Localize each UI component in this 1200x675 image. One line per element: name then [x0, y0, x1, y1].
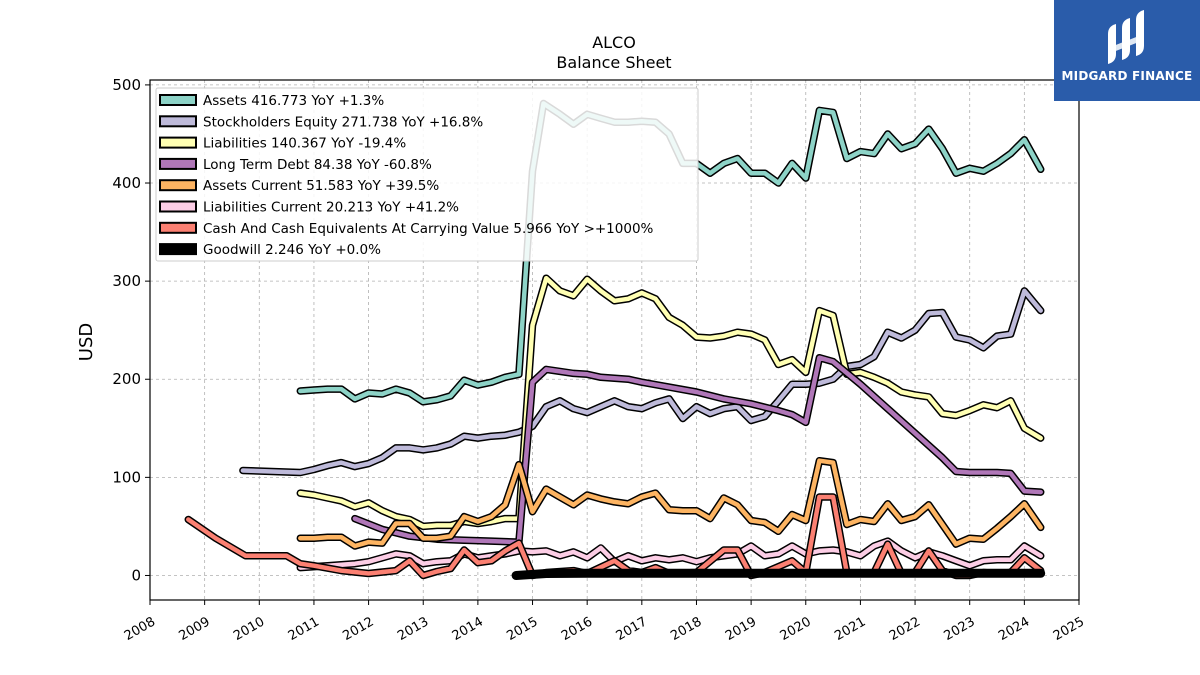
- x-tick-label: 2019: [723, 614, 759, 644]
- series-line: [298, 458, 1043, 549]
- x-tick-label: 2009: [176, 614, 212, 644]
- legend-entry: Cash And Cash Equivalents At Carrying Va…: [203, 221, 654, 237]
- x-tick-label: 2016: [559, 614, 595, 644]
- x-tick-label: 2014: [450, 614, 486, 644]
- x-tick-label: 2022: [887, 614, 923, 644]
- x-tick-label: 2023: [942, 614, 978, 644]
- x-tick-label: 2008: [122, 614, 158, 644]
- legend-box: [155, 87, 699, 262]
- plot-frame: [149, 79, 1080, 601]
- legend-entry: Liabilities Current 20.213 YoY +41.2%: [203, 200, 459, 216]
- legend-entry: Assets Current 51.583 YoY +39.5%: [203, 178, 439, 194]
- legend-swatch: [159, 243, 197, 256]
- legend-entry: Stockholders Equity 271.738 YoY +16.8%: [203, 114, 483, 130]
- legend-swatch: [159, 115, 197, 128]
- midgard-finance-logo: MIDGARD FINANCE: [1054, 0, 1200, 101]
- series-line: [352, 355, 1043, 545]
- y-tick-label: 400: [112, 174, 141, 192]
- y-tick-label: 0: [131, 566, 141, 584]
- y-tick-label: 100: [112, 468, 141, 486]
- y-tick-label: 300: [112, 272, 141, 290]
- legend-entry: Goodwill 2.246 YoY +0.0%: [203, 242, 381, 258]
- chart-title: ALCO: [592, 33, 636, 52]
- x-tick-label: 2021: [832, 614, 868, 644]
- legend: Assets 416.773 YoY +1.3% Stockholders Equ…: [155, 87, 699, 262]
- series-line: [298, 538, 1043, 570]
- legend-swatch: [159, 221, 197, 234]
- series-line: [240, 288, 1043, 475]
- legend-swatch: [159, 94, 197, 106]
- x-tick-label: 2012: [340, 614, 376, 644]
- x-tick-label: 2018: [668, 614, 704, 644]
- legend-swatch: [159, 136, 197, 149]
- y-tick-label: 200: [112, 370, 141, 388]
- x-tick-label: 2013: [395, 614, 431, 644]
- chart-subtitle: Balance Sheet: [556, 53, 671, 72]
- x-tick-label: 2010: [231, 614, 267, 644]
- x-tick-label: 2011: [286, 614, 322, 644]
- legend-entry: Long Term Debt 84.38 YoY -60.8%: [203, 157, 432, 173]
- x-tick-label: 2025: [1051, 614, 1087, 644]
- x-tick-label: 2024: [996, 614, 1032, 644]
- legend-entry: Assets 416.773 YoY +1.3%: [203, 93, 384, 109]
- legend-entry: Liabilities 140.367 YoY -19.4%: [203, 136, 406, 152]
- logo-mark-icon: [1108, 10, 1144, 64]
- x-tick-label: 2015: [504, 614, 540, 644]
- legend-swatch: [159, 179, 197, 192]
- logo-text: MIDGARD FINANCE: [1061, 69, 1193, 83]
- y-axis-label: USD: [76, 323, 97, 361]
- legend-swatch: [159, 200, 197, 213]
- x-tick-label: 2017: [614, 614, 650, 644]
- y-tick-label: 500: [112, 76, 141, 94]
- series-line: [298, 275, 1043, 529]
- series-lines: [184, 99, 1046, 580]
- legend-swatch: [159, 157, 197, 170]
- x-tick-label: 2020: [778, 614, 814, 644]
- series-outline: [511, 568, 1046, 580]
- series-line: [186, 494, 1043, 578]
